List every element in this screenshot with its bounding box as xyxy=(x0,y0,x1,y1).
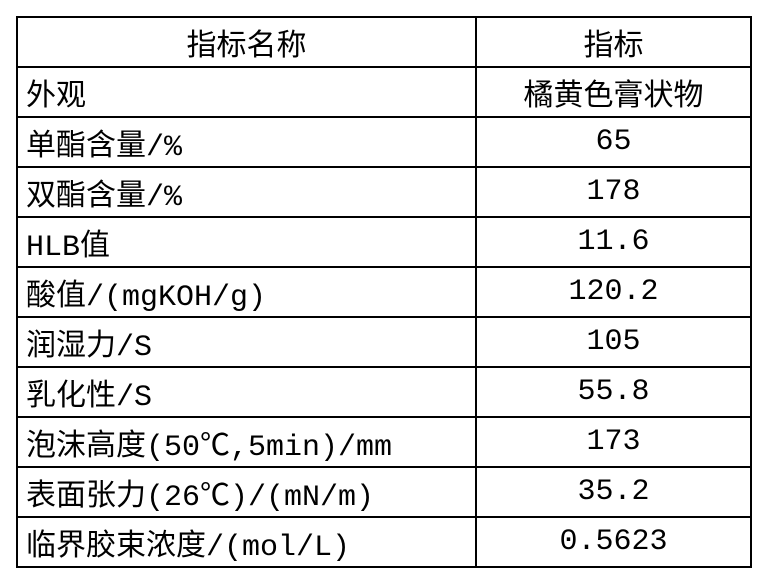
table-row: 润湿力/S 105 xyxy=(16,316,752,368)
item-name: 润湿力/S xyxy=(16,316,477,368)
header-cell: 指标 xyxy=(475,16,752,68)
header-cell: 指标名称 xyxy=(16,16,477,68)
item-value: 橘黄色膏状物 xyxy=(475,66,752,118)
table-row: 双酯含量/% 178 xyxy=(16,166,752,218)
item-name: 乳化性/S xyxy=(16,366,477,418)
table-row: 表面张力(26℃)/(mN/m) 35.2 xyxy=(16,466,752,518)
header-row: 指标名称 指标 xyxy=(16,16,752,68)
item-name: 酸值/(mgKOH/g) xyxy=(16,266,477,318)
item-value: 55.8 xyxy=(475,366,752,418)
table-row: 泡沫高度(50℃,5min)/mm 173 xyxy=(16,416,752,468)
table-row: 单酯含量/% 65 xyxy=(16,116,752,168)
item-name: 表面张力(26℃)/(mN/m) xyxy=(16,466,477,518)
table-row: 临界胶束浓度/(mol/L) 0.5623 xyxy=(16,516,752,568)
item-name: HLB值 xyxy=(16,216,477,268)
table-row: HLB值 11.6 xyxy=(16,216,752,268)
item-name: 临界胶束浓度/(mol/L) xyxy=(16,516,477,568)
item-value: 105 xyxy=(475,316,752,368)
table-body: 外观 橘黄色膏状物 单酯含量/% 65 双酯含量/% 178 HLB值 11.6 酸值/(mgK… xyxy=(16,66,752,568)
item-value: 173 xyxy=(475,416,752,468)
table-row: 乳化性/S 55.8 xyxy=(16,366,752,418)
item-name: 双酯含量/% xyxy=(16,166,477,218)
table-row: 外观 橘黄色膏状物 xyxy=(16,66,752,118)
item-value: 120.2 xyxy=(475,266,752,318)
item-name: 泡沫高度(50℃,5min)/mm xyxy=(16,416,477,468)
item-value: 178 xyxy=(475,166,752,218)
table-row: 酸值/(mgKOH/g) 120.2 xyxy=(16,266,752,318)
item-value: 11.6 xyxy=(475,216,752,268)
item-name: 单酯含量/% xyxy=(16,116,477,168)
item-value: 0.5623 xyxy=(475,516,752,568)
item-name: 外观 xyxy=(16,66,477,118)
data-table: 指标名称 指标 外观 橘黄色膏状物 单酯含量/% 65 双酯含量/% 178 HLB值 11.… xyxy=(16,16,752,568)
item-value: 65 xyxy=(475,116,752,168)
item-value: 35.2 xyxy=(475,466,752,518)
